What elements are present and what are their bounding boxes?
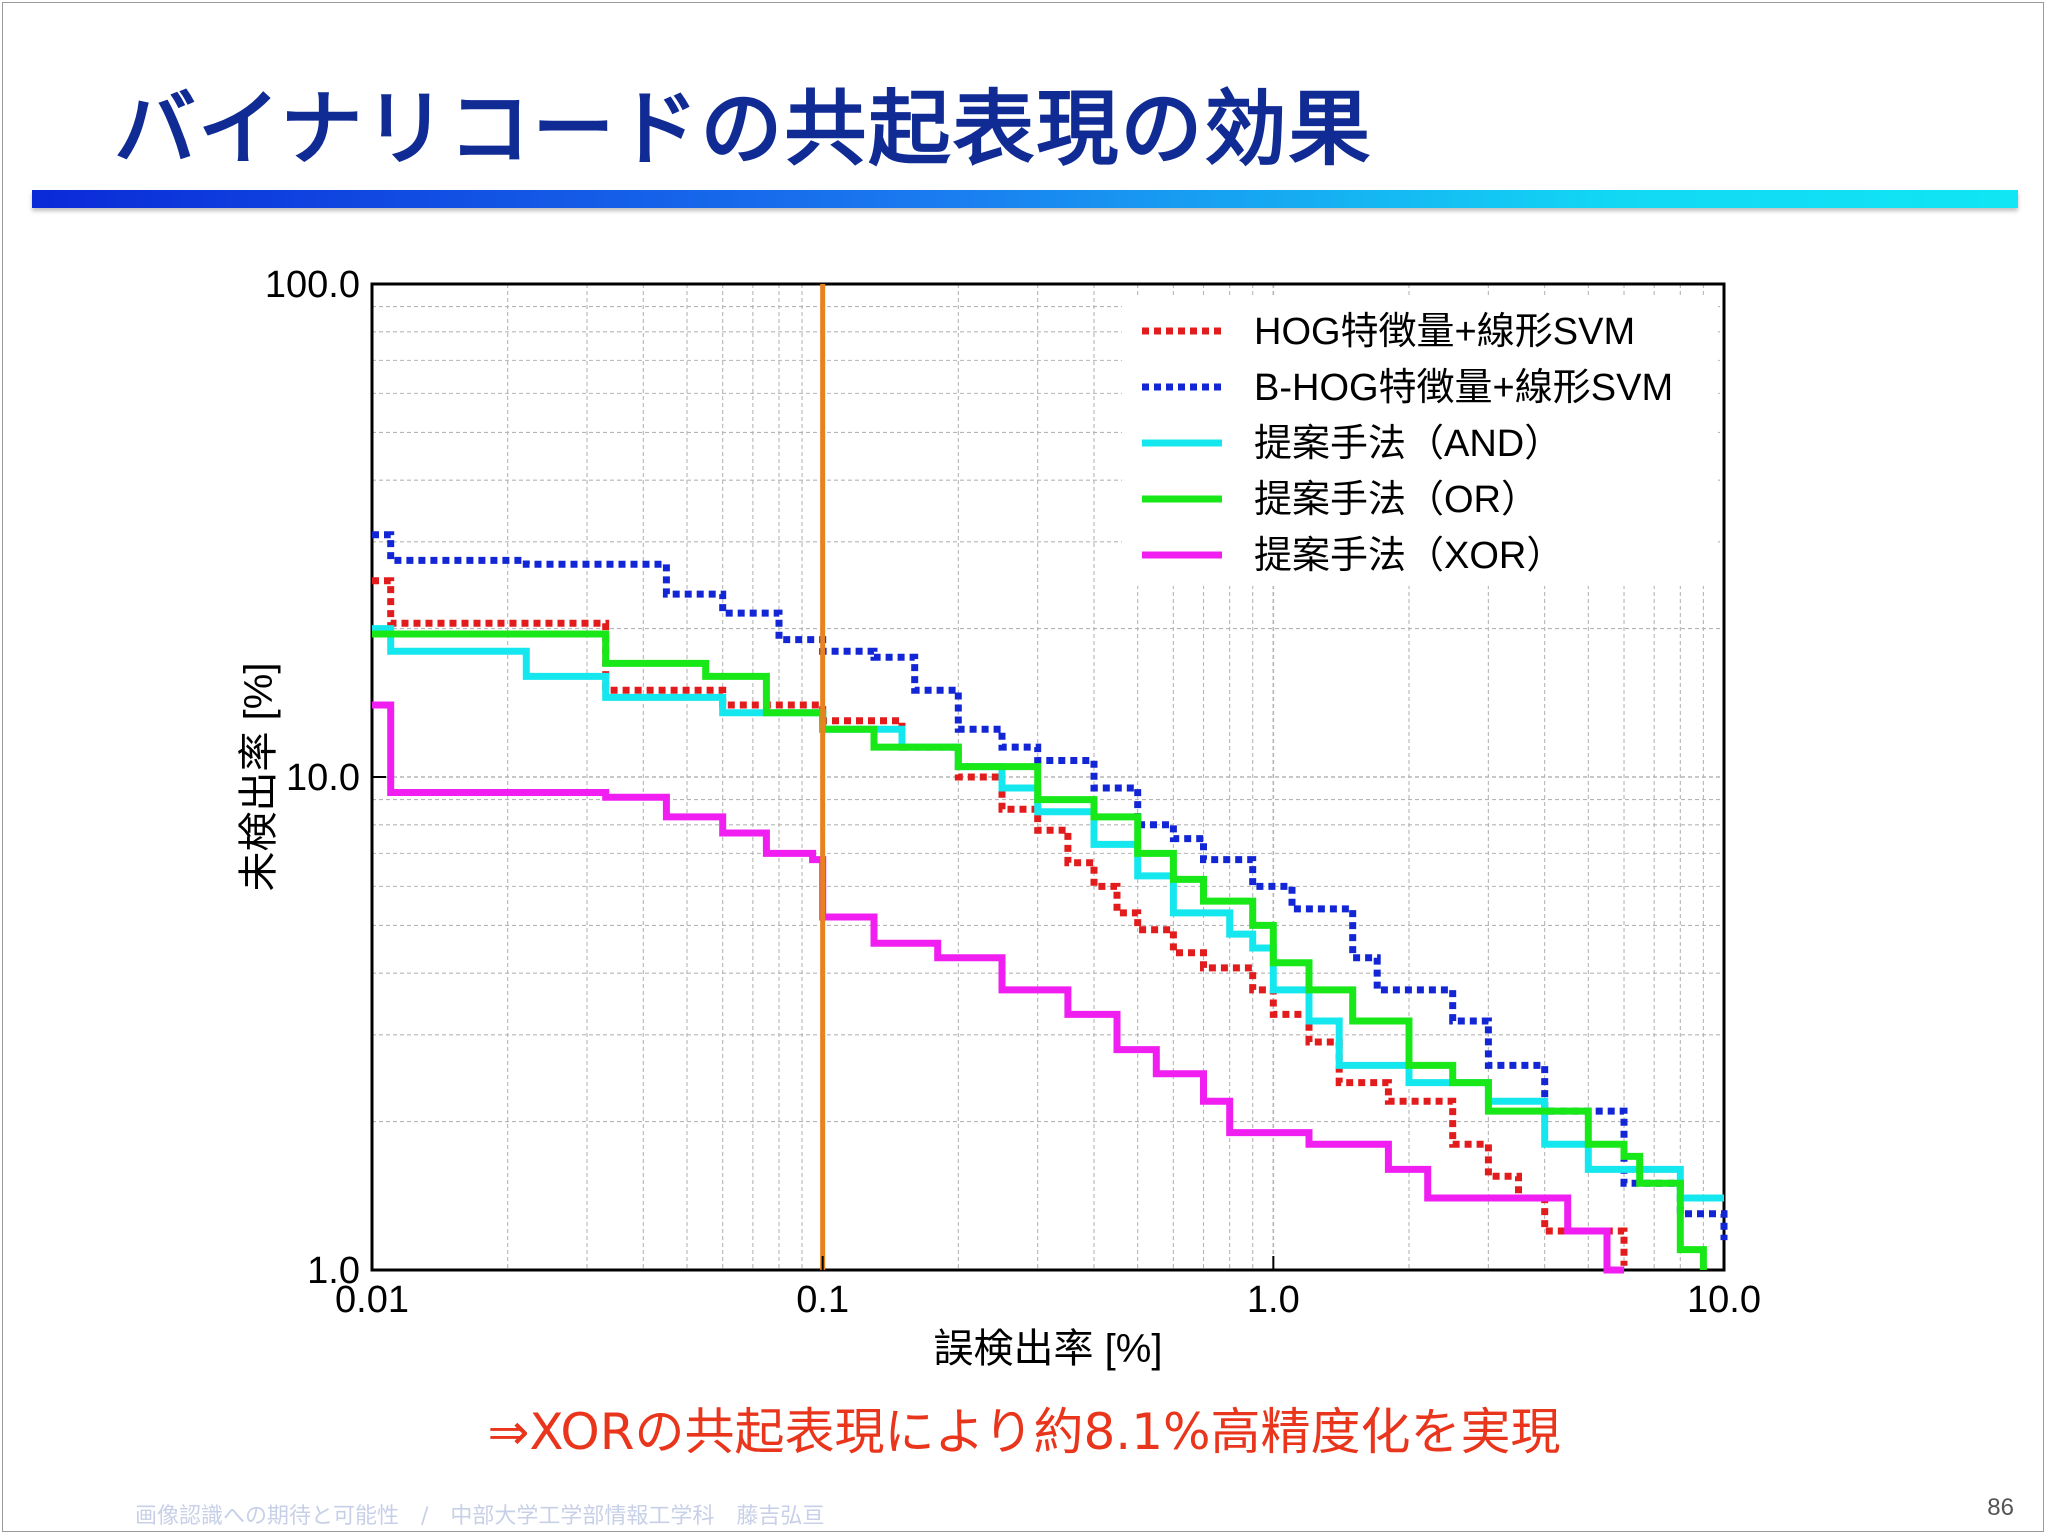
series-line-5 (372, 701, 1624, 1274)
x-tick-label: 1.0 (1247, 1279, 1300, 1321)
legend-label: B-HOG特徴量+線形SVM (1254, 367, 1673, 409)
footer-credit: 画像認識への期待と可能性 / 中部大学工学部情報工学科 藤吉弘亘 (135, 1504, 825, 1529)
series-line-2 (372, 531, 1728, 1241)
legend-label: 提案手法（OR） (1254, 479, 1539, 521)
page-number: 86 (1987, 1494, 2014, 1521)
y-tick-label: 1.0 (307, 1250, 360, 1292)
x-tick-label: 0.01 (335, 1279, 409, 1321)
series-line-1 (372, 577, 1628, 1266)
x-tick-label: 0.1 (796, 1279, 849, 1321)
x-axis-label: 誤検出率 [%] (934, 1327, 1163, 1371)
x-tick-label: 10.0 (1687, 1279, 1761, 1321)
legend-label: HOG特徴量+線形SVM (1254, 311, 1635, 353)
conclusion-text: ⇒XORの共起表現により約8.1%高精度化を実現 (487, 1403, 1561, 1461)
legend-label: 提案手法（AND） (1254, 423, 1562, 465)
slide-title: バイナリコードの共起表現の効果 (114, 82, 1373, 177)
y-tick-label: 10.0 (286, 757, 360, 799)
y-tick-label: 100.0 (265, 264, 360, 306)
y-axis-label: 未検出率 [%] (237, 663, 281, 892)
legend-label: 提案手法（XOR） (1254, 535, 1564, 577)
title-underline-bar (32, 190, 2018, 208)
